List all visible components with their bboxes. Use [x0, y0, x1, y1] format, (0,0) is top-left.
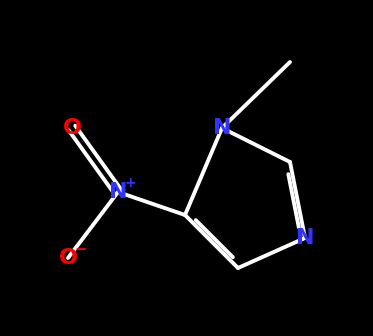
- Text: O: O: [63, 118, 81, 138]
- Text: N: N: [109, 182, 127, 202]
- Text: +: +: [124, 176, 136, 190]
- Text: O: O: [59, 248, 78, 268]
- Text: N: N: [213, 118, 231, 138]
- Text: N: N: [296, 228, 314, 248]
- Text: −: −: [75, 242, 87, 256]
